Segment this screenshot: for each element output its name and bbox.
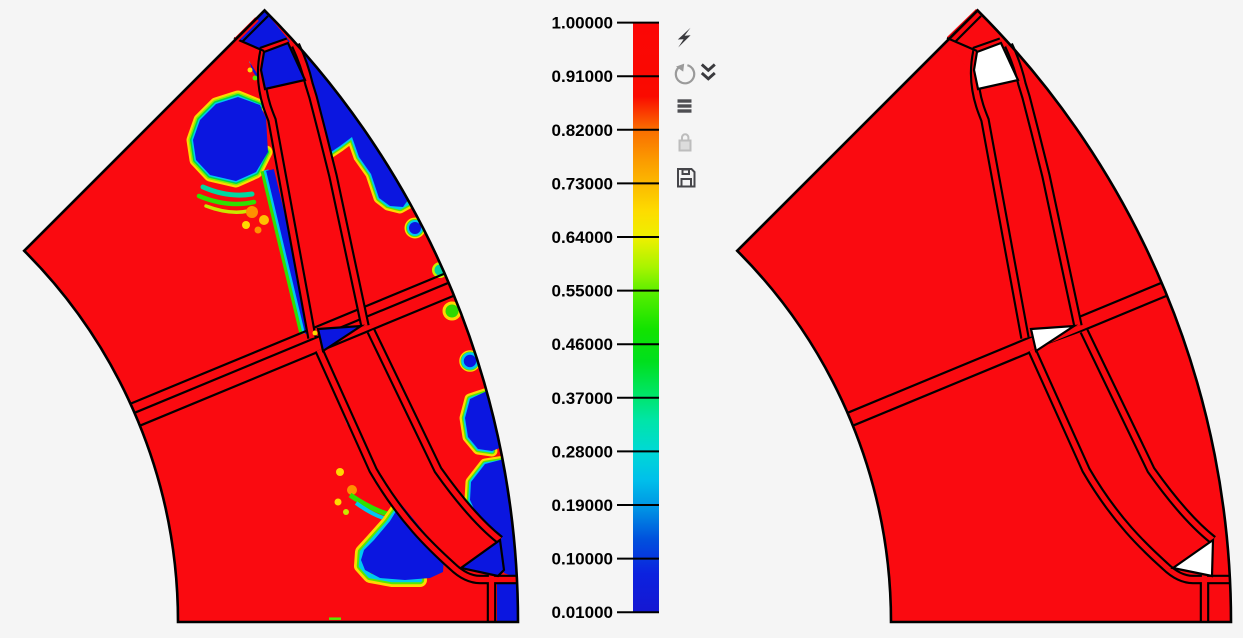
svg-text:0.10000: 0.10000 [552,550,613,569]
svg-text:0.73000: 0.73000 [552,174,613,193]
svg-text:0.37000: 0.37000 [552,389,613,408]
svg-text:0.64000: 0.64000 [552,228,613,247]
svg-text:0.46000: 0.46000 [552,335,613,354]
svg-text:0.01000: 0.01000 [552,603,613,622]
svg-text:0.28000: 0.28000 [552,442,613,461]
svg-text:0.82000: 0.82000 [552,121,613,140]
svg-text:0.91000: 0.91000 [552,67,613,86]
svg-text:0.19000: 0.19000 [552,496,613,515]
svg-text:1.00000: 1.00000 [552,14,613,33]
svg-text:0.55000: 0.55000 [552,282,613,301]
